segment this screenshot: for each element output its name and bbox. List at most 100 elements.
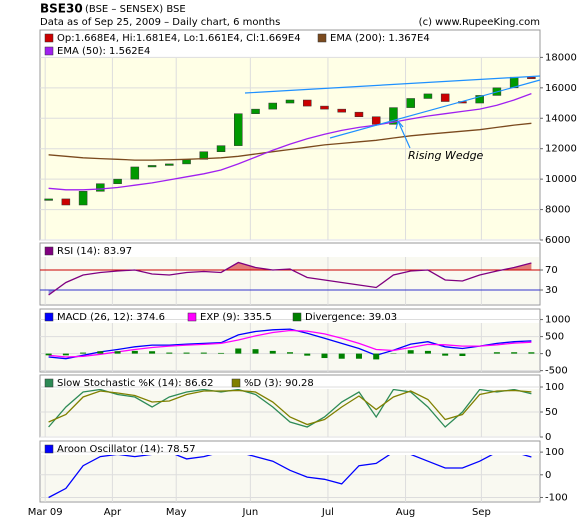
divergence-bar — [97, 351, 104, 354]
y-tick-label: 0 — [545, 349, 551, 360]
y-tick-label: 0 — [545, 432, 551, 443]
x-tick-label: Apr — [104, 507, 122, 518]
legend-swatch — [231, 378, 241, 388]
series-line — [48, 389, 532, 428]
candle — [285, 99, 295, 104]
legend-swatch — [44, 444, 54, 454]
divergence-bar — [252, 349, 259, 354]
arrow — [397, 120, 411, 149]
candle — [406, 98, 415, 108]
candle — [130, 166, 140, 180]
legend-swatch — [44, 312, 54, 322]
legend-swatch — [44, 46, 54, 56]
legend-label: RSI (14): 83.97 — [57, 246, 132, 257]
series-line — [48, 329, 532, 358]
legend-swatch — [187, 312, 197, 322]
chart-subtitle: (BSE – SENSEX) BSE — [85, 4, 186, 15]
y-tick-label: 0 — [545, 470, 551, 481]
y-tick-label: 50 — [545, 407, 558, 418]
y-tick-label: 100 — [545, 382, 564, 393]
series-line — [48, 455, 532, 499]
divergence-bar — [459, 353, 466, 356]
x-tick-label: Jun — [242, 507, 259, 518]
legend-label: EXP (9): 335.5 — [200, 312, 272, 323]
candle — [440, 93, 450, 102]
y-tick-label: 8000 — [545, 205, 570, 216]
divergence-bar — [528, 352, 535, 354]
x-tick-label: Jul — [321, 507, 334, 518]
divergence-bar — [131, 350, 138, 354]
candle — [337, 108, 346, 113]
candle — [423, 93, 433, 99]
legend-label: %D (3): 90.28 — [244, 378, 314, 389]
candle — [182, 159, 191, 165]
y-tick-label: -500 — [545, 366, 568, 377]
plot-area — [48, 455, 532, 499]
legend-label: Op:1.668E4, Hi:1.681E4, Lo:1.661E4, Cl:1… — [57, 33, 301, 44]
x-tick-label: Sep — [472, 507, 491, 518]
series-line — [48, 261, 532, 296]
series-line — [48, 389, 532, 426]
legend-swatch — [44, 378, 54, 388]
candle — [302, 99, 312, 107]
candle — [216, 145, 226, 152]
candle — [320, 105, 329, 110]
plot-area — [44, 76, 536, 206]
divergence-bar — [304, 353, 311, 356]
arrow-head — [395, 120, 404, 130]
candle — [113, 178, 122, 184]
series-line — [48, 122, 532, 161]
chart-note: Data as of Sep 25, 2009 – Daily chart, 6… — [40, 17, 280, 28]
candle — [61, 198, 71, 206]
y-tick-label: 500 — [545, 332, 564, 343]
divergence-bar — [114, 351, 121, 354]
legend-label: Aroon Oscillator (14): 78.57 — [57, 444, 196, 455]
divergence-bar — [424, 350, 431, 354]
divergence-bar — [269, 350, 276, 354]
candle — [475, 95, 484, 104]
divergence-bar — [321, 353, 328, 359]
divergence-bar — [62, 353, 69, 356]
y-tick-label: 6000 — [545, 235, 570, 246]
plot-area — [48, 389, 532, 428]
divergence-bar — [45, 353, 52, 356]
y-tick-label: 70 — [545, 265, 558, 276]
divergence-bar — [183, 352, 190, 354]
credit: (c) www.RupeeKing.com — [419, 17, 540, 28]
divergence-bar — [407, 350, 414, 354]
plot-area — [45, 328, 535, 360]
y-tick-label: 14000 — [545, 113, 577, 124]
y-tick-label: 16000 — [545, 83, 577, 94]
y-tick-label: 100 — [545, 447, 564, 458]
y-tick-label: 30 — [545, 285, 558, 296]
candle — [268, 102, 278, 110]
divergence-bar — [355, 353, 362, 359]
divergence-bar — [200, 352, 207, 354]
candle — [527, 76, 536, 79]
y-tick-label: 18000 — [545, 52, 577, 63]
divergence-bar — [511, 352, 518, 354]
x-tick-label: Aug — [396, 507, 416, 518]
divergence-bar — [235, 348, 242, 354]
legend-label: MACD (26, 12): 374.6 — [57, 312, 165, 323]
candle — [44, 198, 53, 201]
candle — [354, 111, 364, 117]
plot-background — [41, 455, 539, 501]
legend-label: EMA (200): 1.367E4 — [330, 33, 430, 44]
legend-swatch — [44, 246, 54, 256]
annotation: Rising Wedge — [408, 149, 484, 162]
divergence-bar — [287, 352, 293, 354]
chart-title: BSE30 — [40, 2, 83, 16]
candle — [234, 113, 243, 146]
divergence-bar — [442, 353, 449, 356]
legend-swatch — [44, 33, 54, 43]
divergence-bar — [493, 352, 500, 354]
plot-area — [48, 261, 532, 296]
legend-label: EMA (50): 1.562E4 — [57, 46, 150, 57]
divergence-bar — [218, 352, 225, 354]
legend-label: Divergence: 39.03 — [305, 312, 397, 323]
y-tick-label: 10000 — [545, 174, 577, 185]
divergence-bar — [80, 352, 87, 354]
